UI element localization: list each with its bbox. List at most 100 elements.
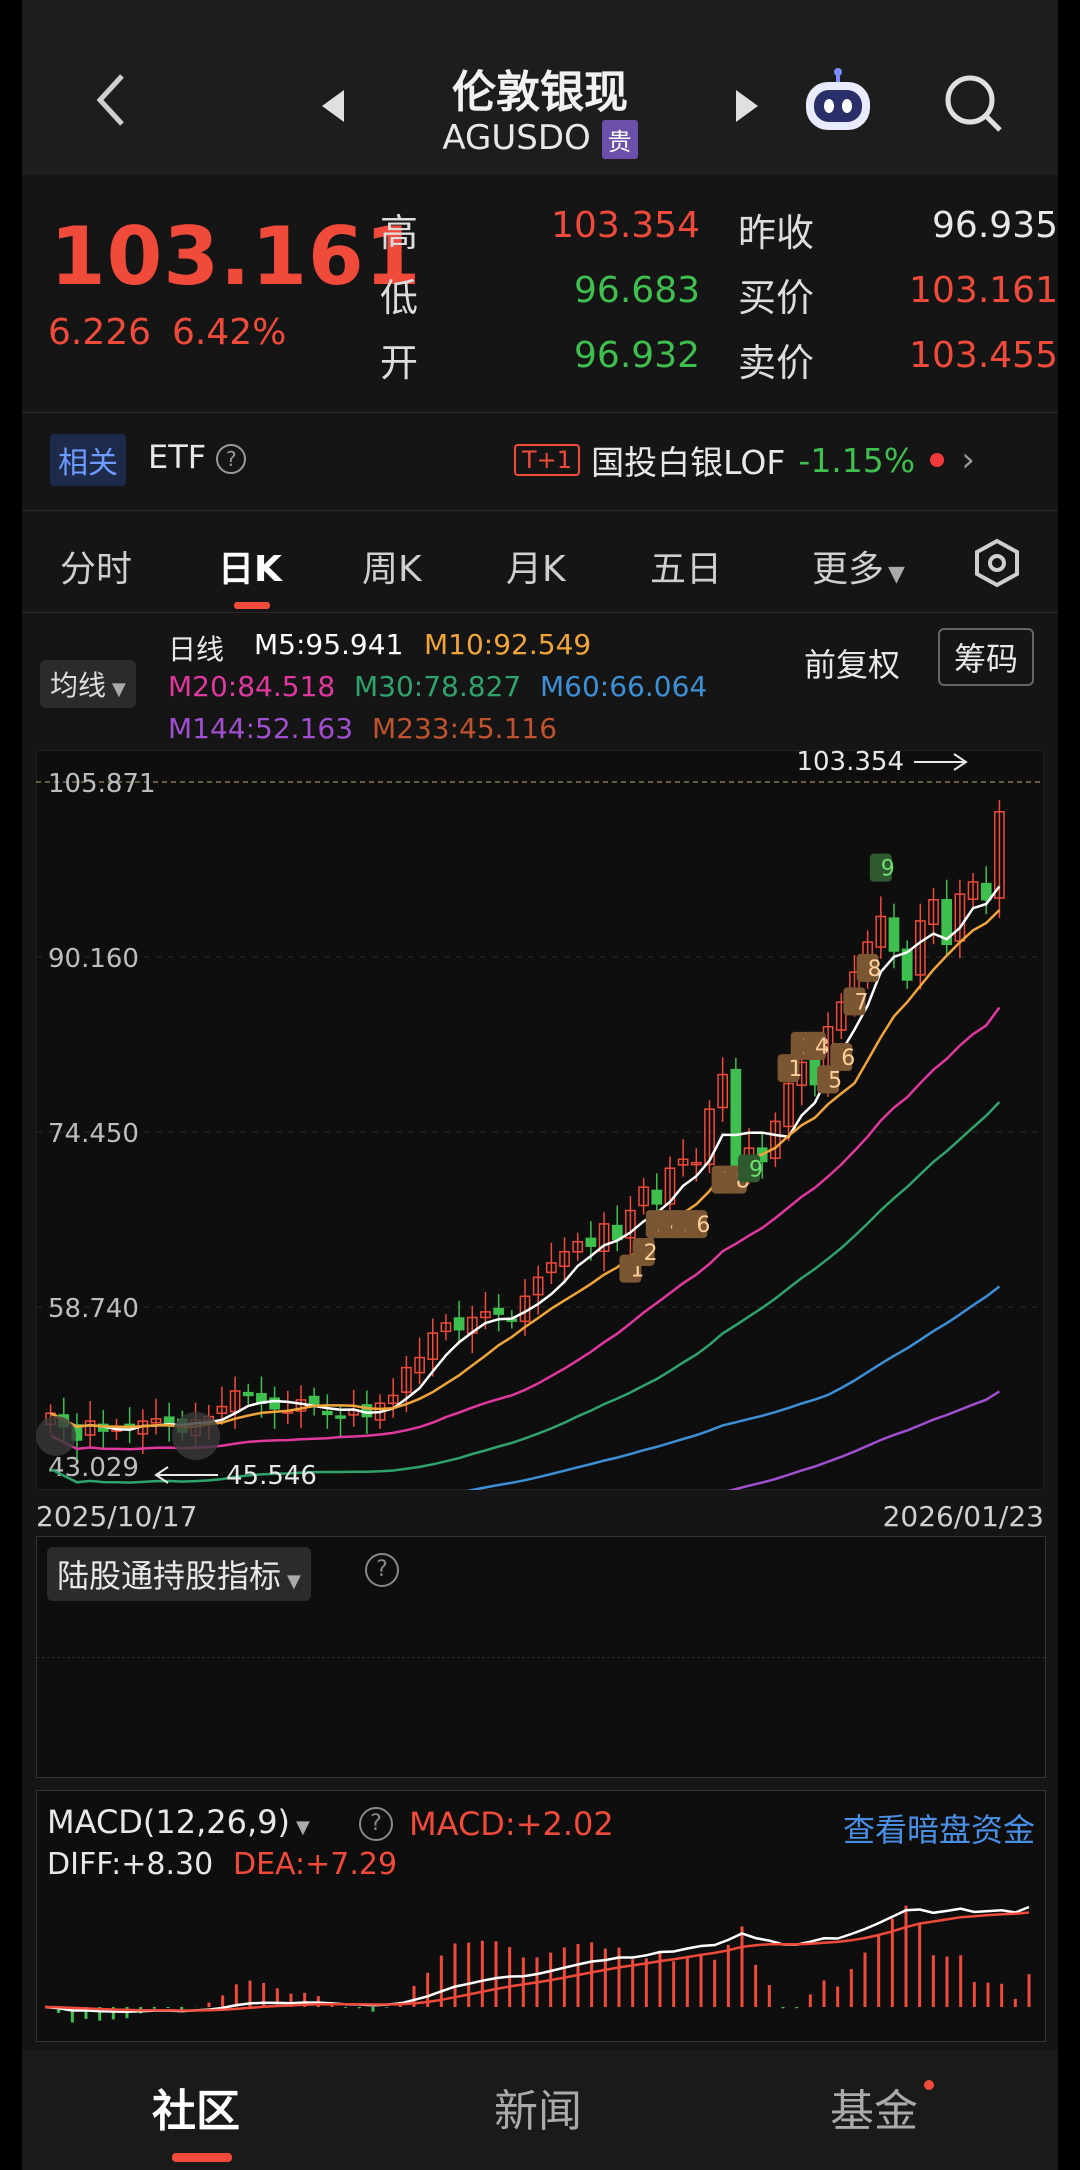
last-price: 103.161	[50, 210, 422, 303]
tab-intraday[interactable]: 分时	[60, 549, 133, 590]
candle	[651, 1189, 663, 1205]
back-arrow-icon	[96, 74, 124, 126]
dea-value: DEA:+7.29	[233, 1847, 398, 1882]
tab-five-day[interactable]: 五日	[650, 549, 723, 590]
robot-assistant-icon	[806, 68, 870, 130]
candle	[928, 899, 939, 926]
signal-label: 6	[841, 1046, 855, 1071]
macd-selector[interactable]: MACD(12,26,9) ▼	[47, 1803, 310, 1841]
y-tick-label: 105.871	[48, 769, 156, 799]
signal-badge	[738, 1154, 761, 1183]
macd-panel: MACD(12,26,9) ▼ ? MACD:+2.02 查看暗盘资金 DIFF:…	[36, 1790, 1046, 2042]
scroll-left-handle-icon	[36, 1416, 76, 1456]
ma-selector[interactable]: 均线 ▼	[40, 660, 136, 708]
candle	[901, 948, 913, 981]
signal-badge	[817, 1065, 840, 1094]
indicator-selector-label: 陆股通持股指标	[57, 1557, 282, 1595]
candle	[321, 1410, 333, 1416]
open-value: 96.932	[574, 335, 700, 376]
related-badge: 相关	[50, 434, 126, 486]
signal-label: 7	[854, 990, 868, 1015]
live-dot-icon	[930, 453, 945, 467]
help-icon[interactable]: ?	[359, 1807, 393, 1841]
ma144-value: M144:52.163	[168, 712, 354, 745]
signal-badge	[777, 1054, 800, 1083]
signal-label: 8	[868, 957, 882, 982]
ask-value: 103.455	[909, 335, 1058, 376]
prev-stock-button[interactable]	[318, 88, 348, 128]
prev-close-label: 昨收	[738, 211, 815, 255]
stock-code: AGUSDO	[442, 118, 591, 158]
high-arrow-icon	[914, 753, 968, 771]
indicator-selector[interactable]: 陆股通持股指标 ▼	[47, 1547, 311, 1601]
y-tick-label: 74.450	[48, 1119, 139, 1149]
divider	[22, 612, 1058, 613]
prev-close-value: 96.935	[932, 205, 1058, 246]
y-tick-label: 43.029	[48, 1453, 139, 1483]
signal-label: 4	[815, 1035, 829, 1060]
candle	[480, 1311, 491, 1319]
candlestick-chart[interactable]: 105.87190.16074.45058.74043.029103.35445…	[36, 750, 1044, 1490]
tab-monthly-k[interactable]: 月K	[506, 549, 566, 590]
high-price-marker: 103.354	[796, 750, 904, 777]
next-stock-button[interactable]	[732, 88, 762, 128]
grid-line	[37, 1657, 1045, 1659]
etf-text: ETF	[148, 438, 207, 476]
candle	[427, 1332, 439, 1360]
ma60-line	[465, 1285, 1001, 1490]
tab-weekly-k[interactable]: 周K	[362, 549, 422, 590]
chart-settings-button[interactable]	[972, 538, 1022, 592]
low-label: 低	[380, 276, 419, 320]
page-title: 伦敦银现	[452, 67, 628, 118]
stock-code-row: AGUSDO 贵	[22, 118, 1058, 159]
bid-value: 103.161	[909, 270, 1058, 311]
divider	[22, 510, 1058, 511]
candle	[269, 1397, 280, 1410]
candle	[690, 1161, 702, 1166]
price-change-pct: 6.42%	[172, 312, 287, 353]
active-nav-indicator	[172, 2153, 232, 2162]
fund-notification-dot	[924, 2080, 934, 2090]
candle	[559, 1250, 570, 1267]
help-icon[interactable]: ?	[365, 1553, 399, 1587]
assistant-bot-button[interactable]	[798, 68, 878, 142]
related-etf-label[interactable]: ETF ?	[148, 438, 247, 476]
candle	[598, 1223, 610, 1252]
price-change: 6.226	[48, 312, 152, 353]
ma30-line	[50, 1101, 1001, 1484]
candle	[717, 1073, 729, 1109]
dea-line	[44, 1911, 1030, 2012]
open-label: 开	[380, 341, 419, 385]
macd-selector-label: MACD(12,26,9)	[47, 1803, 291, 1841]
candle	[888, 917, 900, 952]
divider	[22, 412, 1058, 413]
active-tab-indicator	[234, 602, 270, 609]
ma144-line	[726, 1390, 1001, 1490]
tab-more[interactable]: 更多 ▼	[812, 540, 905, 592]
zoom-handle-icon	[172, 1412, 220, 1460]
back-button[interactable]	[92, 70, 132, 130]
adjust-mode-button[interactable]: 前复权	[804, 646, 901, 684]
search-icon	[945, 75, 1002, 132]
signal-badge	[803, 1031, 826, 1060]
candle	[572, 1240, 584, 1253]
high-value: 103.354	[551, 205, 700, 246]
low-value: 96.683	[574, 270, 700, 311]
caret-left-icon	[322, 90, 344, 122]
ask-label: 卖价	[738, 341, 815, 385]
start-date-label: 2025/10/17	[36, 1500, 198, 1533]
tab-daily-k[interactable]: 日K	[218, 549, 282, 590]
nav-news[interactable]: 新闻	[494, 2086, 582, 2137]
candle	[994, 811, 1005, 899]
ma10-value: M10:92.549	[424, 628, 592, 661]
y-tick-label: 58.740	[48, 1294, 139, 1324]
candle	[532, 1276, 544, 1296]
dark-pool-link[interactable]: 查看暗盘资金	[842, 1811, 1035, 1849]
chips-button[interactable]: 筹码	[938, 628, 1035, 686]
more-label: 更多	[812, 549, 885, 590]
nav-community[interactable]: 社区	[152, 2086, 240, 2137]
nav-fund[interactable]: 基金	[830, 2086, 918, 2137]
ma30-value: M30:78.827	[354, 670, 522, 703]
search-button[interactable]	[942, 72, 1006, 140]
related-fund-link[interactable]: T+1 国投白银LOF -1.15% ›	[514, 436, 975, 482]
